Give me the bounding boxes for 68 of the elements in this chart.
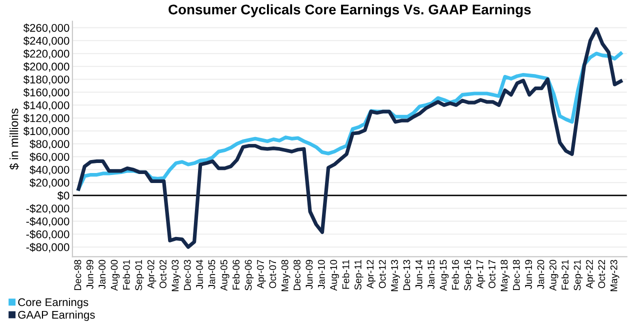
x-tick-label: Oct-02 bbox=[160, 260, 166, 288]
x-tick-label: May-18 bbox=[500, 260, 510, 292]
y-tick-label: $60,000 bbox=[30, 152, 70, 162]
x-tick-label: May-08 bbox=[281, 260, 290, 292]
x-tick-label: Jan-15 bbox=[428, 260, 435, 290]
y-tick-label: $240,000 bbox=[23, 36, 70, 46]
x-tick-label: Feb-21 bbox=[561, 260, 569, 290]
x-tick-label: Feb-01 bbox=[122, 260, 130, 290]
x-tick-label: Oct-17 bbox=[488, 260, 496, 288]
y-tick-label: -$40,000 bbox=[26, 217, 70, 227]
x-tick-label: Jun-14 bbox=[416, 260, 422, 290]
x-tick-label: Jun-09 bbox=[306, 260, 313, 290]
y-tick-label: $220,000 bbox=[23, 49, 70, 59]
y-tick-label: $200,000 bbox=[23, 62, 70, 72]
y-tick-label: -$60,000 bbox=[26, 230, 70, 240]
y-tick-label: $120,000 bbox=[23, 114, 70, 124]
x-tick-label: Dec-08 bbox=[294, 260, 300, 290]
x-tick-label: May-23 bbox=[610, 260, 620, 292]
y-tick-label: $40,000 bbox=[30, 165, 70, 176]
x-tick-label: Dec-03 bbox=[184, 260, 191, 290]
y-tick-label: $180,000 bbox=[23, 75, 70, 85]
y-tick-label: $160,000 bbox=[23, 88, 70, 98]
x-tick-label: Apr-12 bbox=[366, 260, 376, 289]
x-tick-label: Aug-15 bbox=[440, 260, 449, 291]
x-tick-label: Feb-11 bbox=[342, 260, 350, 289]
x-tick-label: Sep-16 bbox=[464, 260, 473, 290]
y-tick-label: $140,000 bbox=[23, 100, 70, 111]
x-tick-label: May-13 bbox=[391, 260, 400, 292]
x-tick-label: Jan-10 bbox=[318, 260, 325, 290]
x-tick-label: Oct-22 bbox=[598, 260, 606, 288]
x-tick-label: Oct-07 bbox=[269, 260, 276, 288]
x-tick-label: Oct-12 bbox=[378, 260, 386, 288]
y-tick-label: $0 bbox=[57, 191, 70, 200]
x-tick-label: Feb-06 bbox=[232, 260, 240, 290]
x-tick-label: Jun-04 bbox=[196, 260, 203, 290]
y-axis-title: $ in millions bbox=[9, 108, 19, 170]
y-tick-label: $80,000 bbox=[30, 140, 70, 150]
y-tick-label: -$20,000 bbox=[26, 204, 70, 214]
x-tick-label: Jan-20 bbox=[537, 260, 544, 290]
legend-label: Core Earnings bbox=[18, 298, 88, 308]
x-tick-label: Sep-01 bbox=[135, 260, 144, 290]
x-tick-label: Apr-22 bbox=[586, 260, 595, 289]
x-tick-label: Dec-18 bbox=[512, 260, 520, 290]
chart-title: Consumer Cyclicals Core Earnings Vs. GAAP Earnings bbox=[168, 4, 531, 18]
legend-label: GAAP Earnings bbox=[18, 310, 95, 321]
x-tick-label: Sep-11 bbox=[354, 260, 364, 290]
x-tick-label: Aug-20 bbox=[549, 260, 558, 291]
x-tick-label: Jan-05 bbox=[208, 260, 216, 290]
x-tick-label: Aug-05 bbox=[220, 260, 230, 291]
x-tick-label: Apr-02 bbox=[147, 260, 156, 289]
x-tick-label: Dec-13 bbox=[403, 260, 410, 290]
x-tick-label: Jun-99 bbox=[86, 260, 94, 290]
x-tick-label: Aug-00 bbox=[110, 260, 120, 291]
line-series bbox=[76, 27, 623, 249]
y-tick-label: $260,000 bbox=[23, 24, 70, 34]
x-tick-label: Sep-06 bbox=[244, 260, 254, 290]
x-tick-label: Jun-19 bbox=[525, 260, 532, 290]
x-tick-label: Sep-21 bbox=[574, 260, 583, 290]
x-tick-label: Jan-00 bbox=[98, 260, 106, 290]
x-tick-label: Apr-07 bbox=[257, 260, 266, 289]
y-tick-label: $20,000 bbox=[30, 178, 70, 188]
x-tick-label: Apr-17 bbox=[476, 260, 486, 289]
x-tick-label: Feb-16 bbox=[452, 260, 459, 290]
x-tick-label: Aug-10 bbox=[330, 260, 339, 291]
x-tick-label: May-03 bbox=[172, 260, 181, 292]
x-tick-label: Dec-98 bbox=[74, 260, 82, 290]
y-tick-label: -$80,000 bbox=[26, 242, 70, 252]
y-tick-label: $100,000 bbox=[23, 126, 70, 136]
